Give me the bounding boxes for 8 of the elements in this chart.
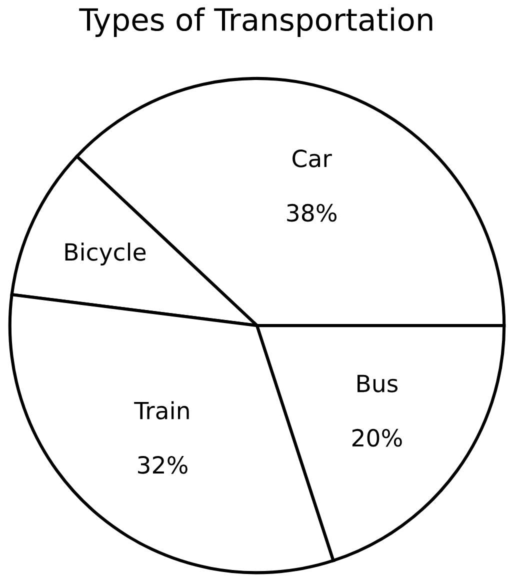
chart-title: Types of Transportation xyxy=(79,7,432,37)
slice-label: Bicycle xyxy=(65,242,146,266)
slice-label: Bus xyxy=(358,374,398,392)
slice-label: Train xyxy=(134,401,189,420)
data-label: 20% xyxy=(352,428,402,447)
data-label: 32% xyxy=(138,456,188,474)
data-label: 38% xyxy=(287,204,337,222)
slice-label: Car xyxy=(292,150,332,168)
